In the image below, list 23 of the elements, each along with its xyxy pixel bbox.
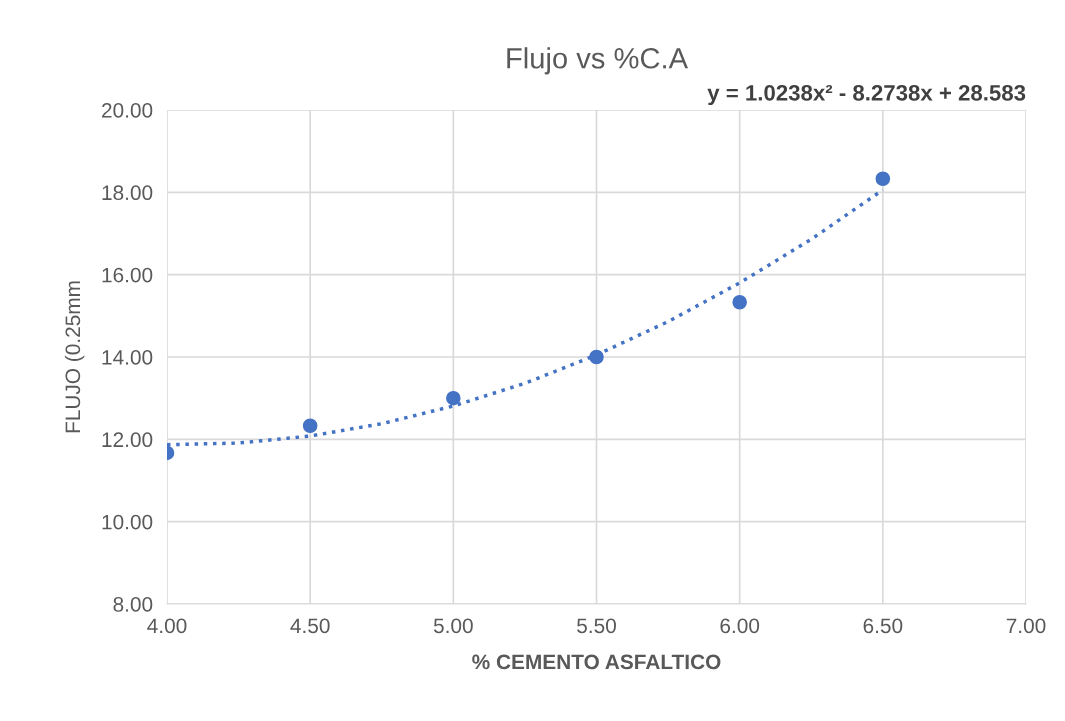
- point: [589, 349, 604, 365]
- x-tick-label: 4.00: [147, 618, 187, 634]
- x-tick-label: 5.50: [577, 618, 616, 634]
- y-tick-label: 12.00: [102, 432, 153, 448]
- x-tick-label: 6.50: [863, 618, 903, 634]
- point: [732, 294, 747, 310]
- x-tick-label: 4.50: [290, 618, 330, 634]
- x-tick-label: 5.00: [433, 618, 473, 634]
- point: [446, 390, 461, 406]
- point: [875, 171, 891, 187]
- chart-title: Flujo vs %C.A: [507, 47, 689, 75]
- point: [302, 418, 318, 434]
- x-axis-title: % CEMENTO ASFALTICO: [472, 654, 721, 670]
- y-tick-label: 10.00: [102, 514, 153, 530]
- y-axis-title: FLUJO (0.25mm: [64, 281, 85, 433]
- y-tick-label: 8.00: [113, 597, 153, 612]
- y-tick-label: 20.00: [102, 103, 153, 118]
- y-tick-label: 14.00: [102, 350, 153, 365]
- text: y = 1.0238x² - 8.2738x + 28.583: [707, 84, 1026, 106]
- y-tick-label: 16.00: [102, 267, 153, 283]
- x-tick-label: 6.00: [720, 618, 760, 634]
- y-tick-label: 18.00: [102, 185, 153, 201]
- x-tick-label: 7.00: [1006, 618, 1046, 634]
